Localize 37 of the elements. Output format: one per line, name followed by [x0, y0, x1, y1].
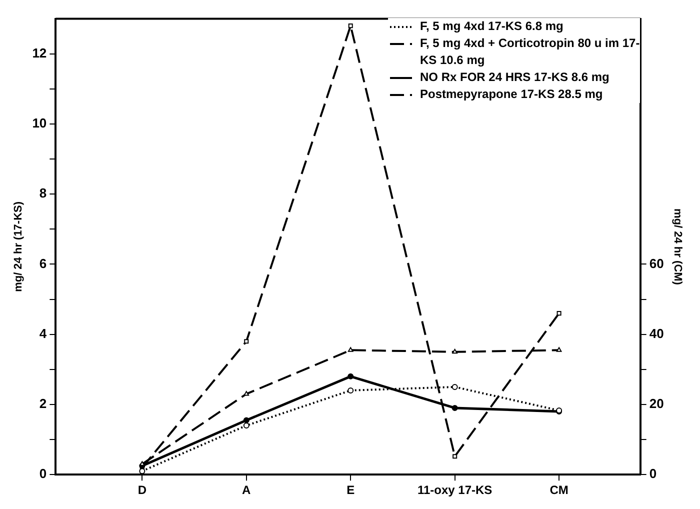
- legend-label: Postmepyrapone 17-KS 28.5 mg: [420, 86, 603, 103]
- x-tick-label: A: [242, 483, 252, 498]
- y-tick-label: 6: [39, 256, 47, 271]
- legend-label: NO Rx FOR 24 HRS 17-KS 8.6 mg: [420, 69, 610, 86]
- y-tick-label: 0: [39, 466, 47, 482]
- x-tick-label: 11-oxy 17-KS: [417, 483, 492, 498]
- point: [452, 454, 458, 459]
- point: [452, 348, 458, 354]
- point: [348, 387, 354, 394]
- point: [243, 417, 250, 424]
- x-tick-label: CM: [550, 483, 568, 498]
- point: [452, 404, 458, 411]
- y2-tick-label: 20: [649, 396, 664, 412]
- y-tick-label: 10: [32, 116, 47, 131]
- point: [140, 461, 145, 466]
- legend-label: F, 5 mg 4xd 17-KS 6.8 mg: [420, 18, 564, 35]
- point: [452, 384, 458, 390]
- point: [243, 422, 250, 429]
- point: [348, 24, 353, 28]
- y2-tick-label: 0: [649, 466, 657, 482]
- y-tick-label: 4: [39, 326, 48, 341]
- point: [556, 311, 562, 316]
- y2-axis-title: mg/ 24 hr (CM): [671, 208, 684, 286]
- x-tick-label: E: [346, 483, 355, 498]
- point: [244, 390, 250, 396]
- y-tick-label: 2: [39, 396, 47, 412]
- y2-tick-label: 40: [649, 326, 664, 341]
- y-tick-label: 12: [32, 45, 47, 60]
- y-tick-label: 8: [39, 186, 47, 201]
- y2-tick-label: 60: [649, 256, 664, 271]
- point: [348, 373, 354, 380]
- x-tick-label: D: [138, 483, 147, 498]
- point: [244, 339, 249, 344]
- y-axis-title: mg/ 24 hr (17-KS): [12, 201, 25, 292]
- point: [348, 347, 354, 352]
- point: [556, 347, 562, 352]
- legend-label: F, 5 mg 4xd + Corticotropin 80 u im 17-KS 10.6 mg: [420, 35, 640, 69]
